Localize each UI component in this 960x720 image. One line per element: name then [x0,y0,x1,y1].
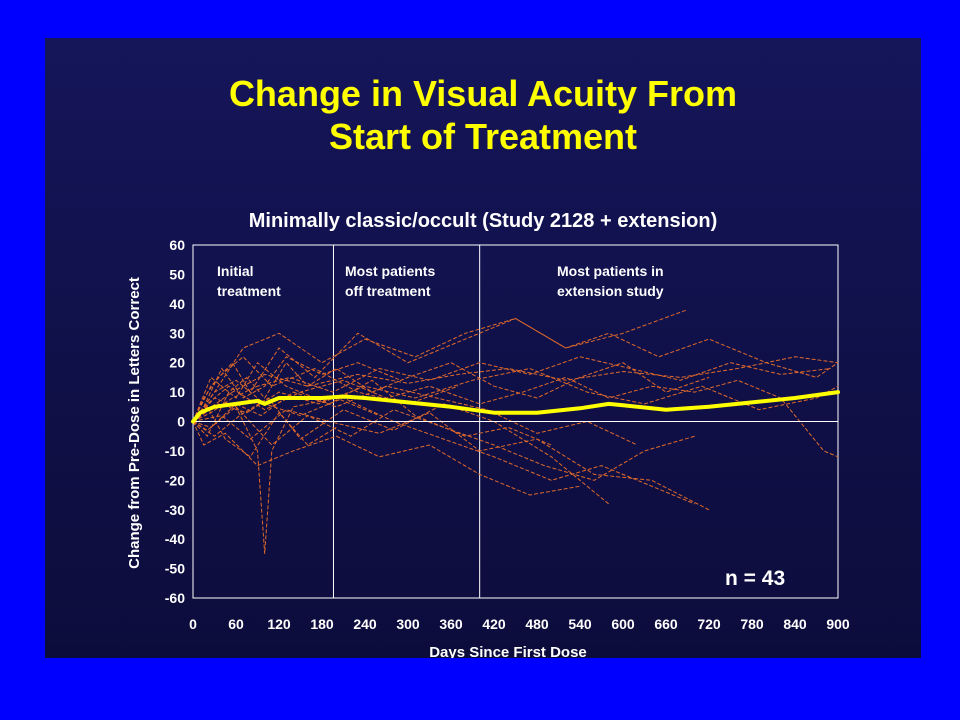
y-tick-label: -40 [165,531,185,547]
patient-line-11 [192,356,839,422]
x-axis-ticks: 0 60 120 180 240 300 360 420 480 540 600 660 720 780 8… [189,616,850,632]
x-tick-label: 60 [228,616,244,632]
phase-2-label-line-1: Most patients [345,263,435,279]
patient-line-12 [192,397,610,505]
x-tick-label: 540 [568,616,592,632]
patient-line-10 [192,409,710,511]
patient-line-7 [192,421,581,496]
y-tick-label: -60 [165,590,185,606]
slide-title: Change in Visual Acuity From Start of Tr… [45,72,921,158]
patient-line-8 [192,376,839,458]
slide-panel: Change in Visual Acuity From Start of Tr… [45,38,921,658]
y-tick-label: -30 [165,502,185,518]
slide-title-line-1: Change in Visual Acuity From [228,73,738,114]
y-tick-label: -10 [165,443,185,459]
x-tick-label: 600 [611,616,635,632]
y-tick-label: 60 [169,237,185,253]
visual-acuity-chart: Minimally classic/occult (Study 2128 + e… [126,210,850,658]
slide-title-line-2: Start of Treatment [328,116,638,157]
y-tick-label: 30 [169,325,185,341]
phase-labels: Initial treatment Most patients off trea… [217,263,664,299]
x-tick-label: 240 [353,616,377,632]
y-tick-label: 0 [177,414,185,430]
patient-line-15 [192,367,839,422]
y-tick-label: 40 [169,296,185,312]
patient-line-2 [192,361,710,438]
x-tick-label: 780 [740,616,764,632]
phase-3-label-line-2: extension study [557,283,664,299]
phase-1-label-line-1: Initial [217,263,254,279]
y-tick-label: 50 [169,266,185,282]
x-tick-label: 480 [525,616,549,632]
x-tick-label: 660 [654,616,678,632]
x-tick-label: 840 [783,616,807,632]
patient-line-16 [192,405,337,458]
x-tick-label: 360 [439,616,463,632]
x-tick-label: 300 [396,616,420,632]
individual-patient-lines [192,309,839,554]
x-tick-label: 0 [189,616,197,632]
phase-3-label-line-1: Most patients in [557,263,664,279]
mean-line-layer [191,390,840,424]
patient-line-5 [192,406,695,481]
phase-1-label-line-2: treatment [217,283,281,299]
patient-line-1 [192,356,401,422]
x-tick-label: 720 [697,616,721,632]
y-tick-label: 20 [169,355,185,371]
patient-line-3 [192,397,380,554]
chart-subtitle: Minimally classic/occult (Study 2128 + e… [249,210,718,232]
x-axis-title: Days Since First Dose [429,644,587,658]
mean-change-line [191,390,840,424]
phase-2-label-line-2: off treatment [345,283,431,299]
patient-line-17 [192,356,831,422]
x-tick-label: 900 [826,616,850,632]
x-tick-label: 180 [310,616,334,632]
y-tick-label: 10 [169,384,185,400]
patient-line-4 [192,317,839,422]
patient-line-6 [192,309,688,422]
y-axis-title: Change from Pre-Dose in Letters Correct [126,277,143,569]
y-axis-ticks: 60 50 40 30 20 10 0 -10 -20 -30 -40 -50 -60 [165,237,185,606]
x-tick-label: 420 [482,616,506,632]
x-tick-label: 120 [267,616,291,632]
y-tick-label: -50 [165,561,185,577]
y-tick-label: -20 [165,472,185,488]
sample-size-annotation: n = 43 [725,567,785,590]
